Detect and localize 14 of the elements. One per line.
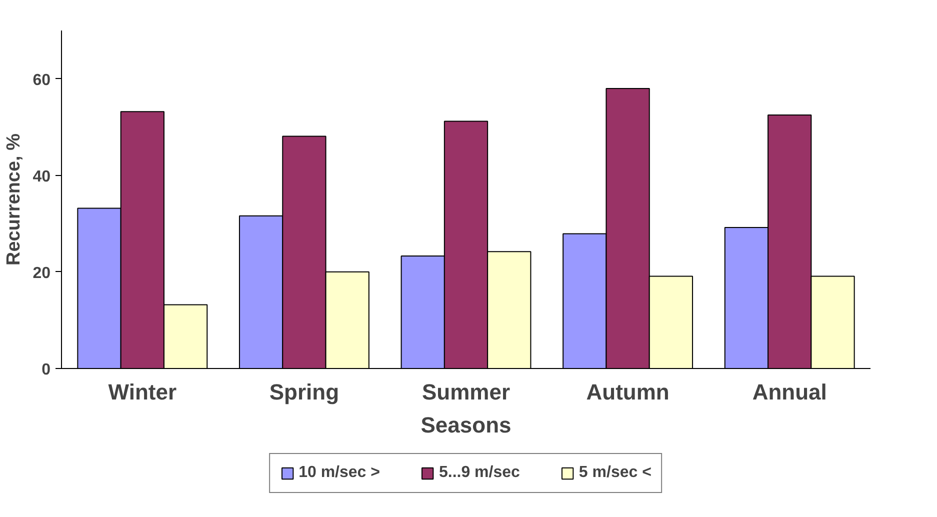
x-tick-label: Winter (108, 380, 177, 404)
legend-label: 5 m/sec < (578, 464, 652, 482)
x-tick-label: Summer (422, 380, 510, 404)
y-tick-label: 0 (42, 362, 51, 378)
legend-label: 10 m/sec > (298, 464, 380, 482)
x-tick-label: Spring (269, 380, 340, 404)
y-tick-label: 40 (32, 168, 51, 186)
y-tick-label: 20 (32, 264, 51, 282)
y-axis-title: Recurrence, % (4, 133, 25, 266)
x-axis-title: Seasons (420, 412, 512, 438)
x-tick-label: Autumn (586, 380, 670, 404)
x-tick-label: Annual (752, 380, 827, 404)
y-tick-label: 60 (32, 72, 51, 89)
legend-label: 5...9 m/sec (438, 464, 520, 482)
